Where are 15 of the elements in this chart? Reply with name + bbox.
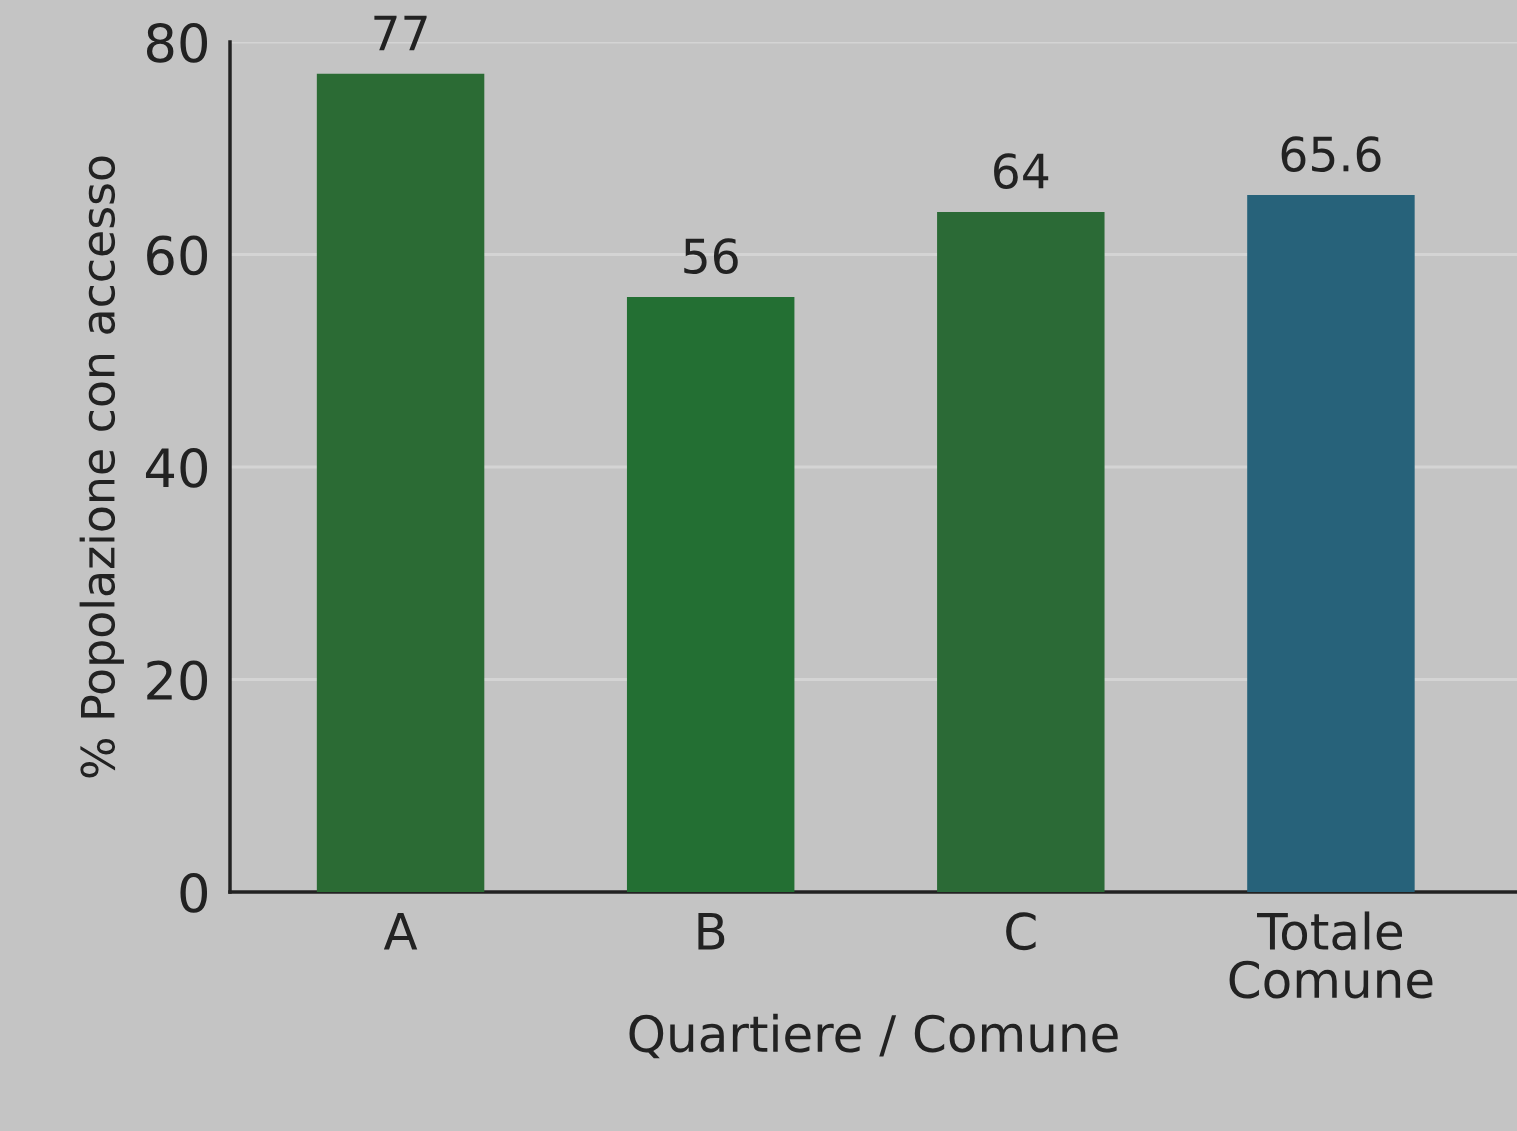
data-label: 65.6 (1281, 136, 1381, 172)
x-tick-label: A (383, 912, 418, 950)
x-tick-label: B (698, 912, 725, 950)
y-tick-label: 80 (146, 22, 208, 63)
data-label: 77 (374, 15, 427, 51)
data-label: 64 (994, 153, 1049, 189)
y-tick-label: 0 (180, 872, 208, 913)
y-axis-title: % Popolazione con accesso (79, 156, 124, 778)
y-tick-label: 40 (145, 447, 208, 488)
data-label: 56 (684, 238, 738, 274)
y-tick-label: 20 (147, 660, 208, 701)
x-tick-label: Totale Comune (1229, 911, 1433, 999)
x-axis-title: Quartiere / Comune (629, 1013, 1118, 1059)
x-tick-label: C (1006, 912, 1036, 951)
y-tick-label: 60 (147, 235, 208, 276)
